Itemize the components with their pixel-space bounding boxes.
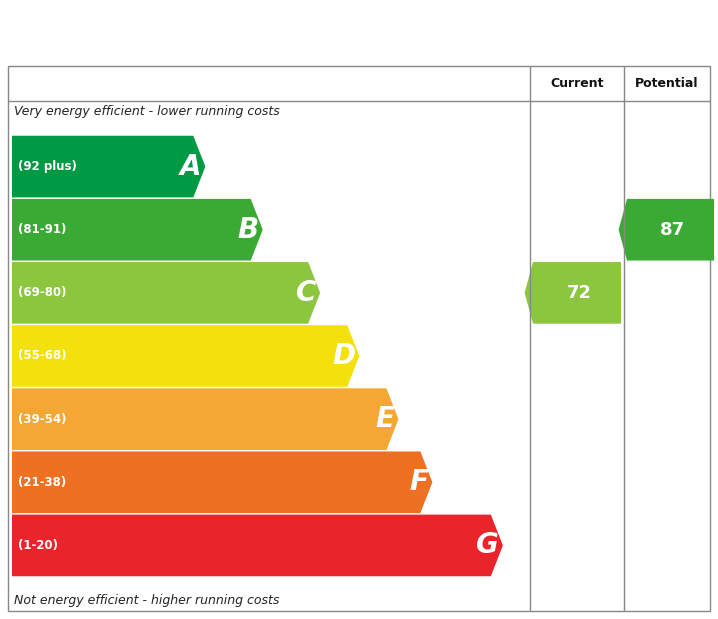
Text: (92 plus): (92 plus) [18,160,77,173]
Text: 87: 87 [660,221,685,239]
Text: 72: 72 [567,284,592,302]
Text: (39-54): (39-54) [18,413,67,426]
Text: Very energy efficient - lower running costs: Very energy efficient - lower running co… [14,105,280,118]
Text: (81-91): (81-91) [18,223,66,236]
Polygon shape [12,262,320,324]
Polygon shape [12,199,263,261]
Polygon shape [12,136,205,197]
Text: C: C [296,279,316,307]
Text: D: D [332,342,355,370]
Polygon shape [12,514,503,576]
Polygon shape [525,262,621,324]
Text: F: F [409,469,429,496]
Text: Energy Efficiency Rating: Energy Efficiency Rating [11,15,394,43]
Text: Not energy efficient - higher running costs: Not energy efficient - higher running co… [14,594,279,607]
Polygon shape [12,388,398,450]
Polygon shape [619,199,714,261]
Text: (1-20): (1-20) [18,539,58,552]
Polygon shape [12,325,359,387]
Text: G: G [476,532,499,560]
Text: E: E [376,405,394,433]
Text: Potential: Potential [635,77,699,90]
Polygon shape [12,451,432,513]
Text: (69-80): (69-80) [18,287,67,300]
Text: A: A [180,152,201,181]
Text: Current: Current [550,77,604,90]
Text: (55-68): (55-68) [18,350,67,363]
Text: (21-38): (21-38) [18,476,66,489]
Text: B: B [238,215,258,244]
